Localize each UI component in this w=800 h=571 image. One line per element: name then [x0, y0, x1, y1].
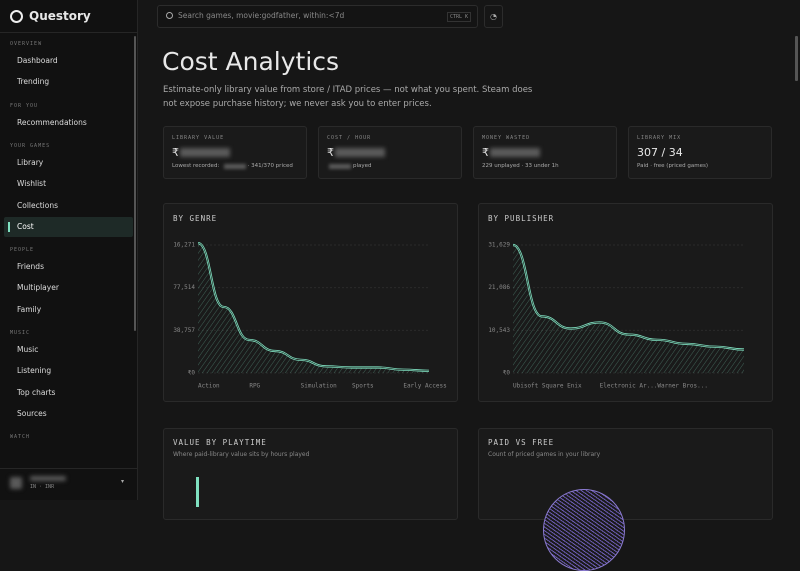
divider: [0, 32, 137, 33]
nav-item[interactable]: Family: [17, 304, 42, 314]
card-label: LIBRARY MIX: [637, 135, 682, 141]
panel-title: PAID VS FREE: [488, 438, 555, 447]
nav-heading: FOR YOU: [10, 102, 39, 109]
x-tick-label: Sports: [352, 383, 374, 390]
area: [198, 243, 429, 373]
x-tick-label: Simulation: [301, 383, 338, 390]
x-tick-label: Early Access: [403, 383, 447, 390]
nav-item[interactable]: Top charts: [17, 387, 56, 397]
nav-item[interactable]: Friends: [17, 262, 44, 272]
y-tick-label: ₹0: [188, 370, 196, 377]
shortcut: CTRL K: [447, 12, 472, 22]
panel: PAID VS FREE Count of priced games in you…: [478, 428, 773, 571]
card-label: LIBRARY VALUE: [172, 135, 225, 141]
stat-card: LIBRARY VALUE ₹ Lowest recorded: · 341/370 …: [163, 126, 307, 179]
panel-subtitle: Count of priced games in your library: [488, 451, 601, 458]
line-preview: [196, 477, 199, 507]
sidebar: Questory OVERVIEW Dashboard Trending FOR YO…: [0, 0, 138, 500]
x-tick-label: RPG: [249, 383, 260, 390]
nav-item[interactable]: Cost: [17, 221, 34, 231]
nav-item[interactable]: Listening: [17, 366, 52, 376]
page-title: Cost Analytics: [162, 47, 340, 76]
chart-title: BY GENRE: [173, 214, 218, 223]
card-note: Paid · free (priced games): [637, 163, 708, 169]
line-shadow: [512, 244, 745, 350]
x-tick-label: Ubisoft: [513, 383, 539, 390]
nav-item[interactable]: Sources: [17, 408, 47, 418]
blurred-value: [335, 148, 385, 157]
nav-heading: WATCH: [10, 434, 31, 441]
chart-panel: BY PUBLISHER ₹0 10,543 21,086 31,629 Ubisoft S…: [478, 203, 773, 402]
nav-item[interactable]: Music: [17, 345, 39, 354]
card-note: 229 unplayed · 33 under 1h: [482, 163, 559, 169]
blurred-value: [180, 148, 230, 157]
card-value: ₹: [172, 146, 179, 159]
panel-title: VALUE BY PLAYTIME: [173, 438, 267, 447]
nav-item[interactable]: Multiplayer: [17, 283, 59, 293]
y-tick-label: 31,629: [488, 242, 510, 249]
nav-heading: MUSIC: [10, 330, 31, 336]
logo: [10, 10, 23, 23]
chart: ₹0 10,543 21,086 31,629 Ubisoft Square Enix El…: [488, 242, 745, 390]
brand[interactable]: Questory: [29, 9, 91, 23]
stat-card: MONEY WASTED ₹229 unplayed · 33 under 1h: [473, 126, 617, 179]
user-meta: IN · INR: [30, 484, 55, 490]
nav-heading: PEOPLE: [10, 247, 35, 254]
chart-title: BY PUBLISHER: [488, 214, 555, 223]
chart: ₹0 38,757 77,514 16,271 Action RPG Simulation S…: [173, 242, 447, 390]
card-note: played: [353, 163, 372, 169]
card-value: ₹: [482, 146, 489, 159]
panel: VALUE BY PLAYTIME Where paid-library valu…: [163, 428, 458, 520]
card-value: ₹: [327, 146, 334, 159]
stat-card: COST / HOUR ₹ played: [318, 126, 462, 179]
nav-item[interactable]: Wishlist: [17, 179, 47, 189]
blurred-note: [329, 164, 351, 169]
nav-active: [4, 216, 133, 237]
nav-item[interactable]: Collections: [17, 200, 59, 210]
area: [513, 245, 744, 373]
y-tick-label: 21,086: [488, 284, 510, 291]
card-note: Lowest recorded:: [172, 163, 220, 169]
x-tick-label: Action: [198, 383, 220, 390]
y-tick-label: 77,514: [173, 284, 195, 291]
x-tick-label: Warner Bros...: [657, 383, 708, 390]
chart-panel: BY GENRE ₹0 38,757 77,514 16,271 Action RPG Sim…: [163, 203, 458, 402]
user-bar[interactable]: IN · INR ▾: [0, 468, 137, 501]
nav-item[interactable]: Recommendations: [17, 117, 87, 127]
page-subtitle: Estimate-only library value from store /…: [163, 85, 533, 109]
nav-heading: YOUR GAMES: [10, 142, 51, 149]
card-note: · 341/370 priced: [247, 163, 293, 169]
y-tick-label: 38,757: [173, 327, 195, 334]
scrollbar: [134, 36, 136, 331]
nav-item[interactable]: Library: [17, 157, 44, 167]
search-box[interactable]: Search games, movie:godfather, within:<7…: [157, 5, 478, 28]
panel-subtitle: Where paid-library value sits by hours p…: [173, 451, 310, 458]
x-tick-label: Square Enix: [542, 383, 582, 390]
nav-item[interactable]: Dashboard: [17, 56, 58, 65]
card-label: COST / HOUR: [327, 135, 372, 141]
line-shadow: [197, 242, 430, 372]
card-label: MONEY WASTED: [482, 135, 531, 141]
y-tick-label: ₹0: [503, 370, 511, 377]
card-value: 307 / 34: [637, 146, 683, 159]
y-tick-label: 16,271: [173, 242, 195, 249]
stat-card: LIBRARY MIX 307 / 34 Paid · free (priced g…: [628, 126, 772, 179]
blurred-value: [490, 148, 540, 157]
blurred-note: [223, 164, 246, 169]
y-tick-label: 10,543: [488, 327, 510, 334]
search-placeholder: Search games, movie:godfather, within:<7…: [178, 11, 345, 20]
main-scrollbar: [795, 36, 798, 81]
notifications[interactable]: ◔: [484, 5, 503, 28]
nav-active-bar: [8, 221, 10, 232]
nav-item[interactable]: Trending: [17, 77, 50, 87]
chevron: ▾: [121, 478, 125, 485]
x-tick-label: Electronic Ar...: [600, 383, 658, 390]
search-icon: [166, 12, 173, 19]
pie-preview: [543, 489, 625, 571]
nav-heading: OVERVIEW: [10, 41, 43, 47]
